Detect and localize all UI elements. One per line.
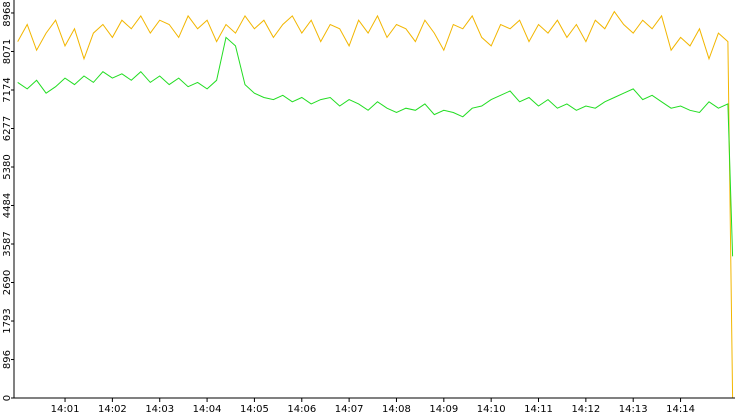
x-tick-label: 14:10: [477, 404, 506, 415]
x-tick-label: 14:06: [287, 404, 316, 415]
x-tick-label: 14:08: [382, 404, 411, 415]
y-tick-label: 8071: [2, 39, 13, 64]
y-tick-label: 6277: [2, 116, 13, 141]
series-line: [17, 10, 734, 399]
y-tick-label: 5380: [2, 154, 13, 179]
x-tick-label: 14:09: [429, 404, 458, 415]
x-tick-label: 14:14: [666, 404, 695, 415]
x-tick-label: 14:03: [145, 404, 174, 415]
x-tick-label: 14:01: [51, 404, 80, 415]
y-tick-label: 3587: [2, 231, 13, 256]
y-tick-label: 8968: [2, 1, 13, 26]
x-tick-label: 14:02: [98, 404, 127, 415]
x-tick-label: 14:13: [619, 404, 648, 415]
y-tick-label: 4484: [2, 193, 13, 218]
x-tick-label: 14:11: [524, 404, 553, 415]
y-tick-label: 7174: [2, 77, 13, 102]
y-tick-label: 896: [2, 350, 13, 369]
x-tick-label: 14:05: [240, 404, 269, 415]
x-tick-label: 14:07: [335, 404, 364, 415]
y-tick-label: 0: [2, 395, 13, 401]
y-tick-label: 2690: [2, 270, 13, 295]
x-tick-label: 14:04: [193, 404, 222, 415]
y-tick-label: 1793: [2, 308, 13, 333]
series-line: [17, 36, 734, 257]
x-tick-label: 14:12: [571, 404, 600, 415]
